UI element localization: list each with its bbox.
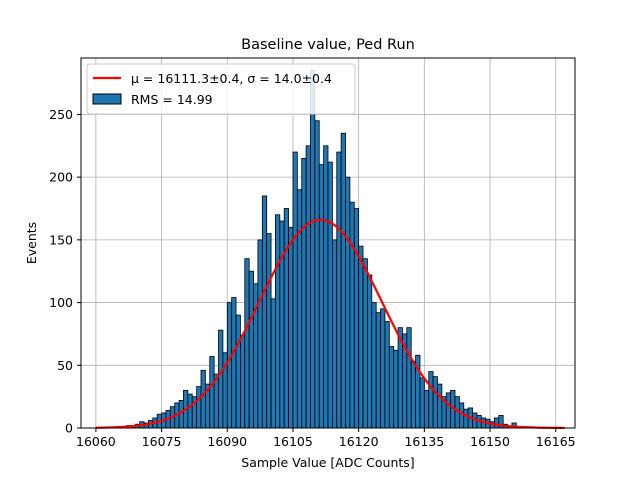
histogram-bar (209, 356, 215, 429)
histogram-bar (240, 334, 246, 429)
legend-histogram-label: RMS = 14.99 (131, 92, 213, 107)
histogram-bar (406, 327, 412, 429)
histogram-bar (349, 201, 355, 429)
histogram-bar (305, 145, 311, 429)
plot-frame (80, 57, 576, 429)
histogram-bar (200, 369, 206, 429)
histogram-bar (419, 377, 425, 429)
histogram-bar (388, 346, 395, 429)
histogram-bar (218, 329, 224, 429)
x-tick-label: 16120 (339, 434, 379, 449)
histogram-bar (318, 164, 325, 429)
y-tick-label: 250 (49, 107, 73, 122)
y-tick-label: 0 (65, 421, 73, 436)
histogram-bar (345, 176, 351, 429)
histogram-bar (314, 120, 320, 429)
y-tick-label: 50 (57, 358, 73, 373)
histogram-bar (270, 298, 276, 429)
histogram-bar (231, 297, 237, 429)
histogram-bar (261, 195, 268, 429)
histogram-bar (327, 161, 333, 429)
y-tick-label: 100 (49, 295, 73, 310)
histogram-bar (226, 302, 233, 429)
histogram-bar (393, 349, 399, 429)
x-tick-label: 16075 (142, 434, 182, 449)
histogram-bar (380, 308, 386, 429)
x-tick-label: 16150 (470, 434, 510, 449)
legend-fit-label: μ = 16111.3±0.4, σ = 14.0±0.4 (131, 71, 332, 86)
histogram-bar (437, 383, 443, 429)
y-tick-label: 200 (49, 170, 73, 185)
gaussian-fit-line (95, 218, 565, 430)
histogram-bar (244, 258, 250, 429)
histogram-bar (410, 361, 416, 429)
x-tick-label: 16090 (207, 434, 247, 449)
histogram-bar (371, 302, 377, 429)
histogram-bar (367, 274, 373, 429)
histogram-bar (288, 226, 294, 429)
histogram-bar (432, 376, 438, 429)
histogram-bar (196, 386, 202, 429)
histogram-bar (248, 270, 254, 429)
histogram-bar (266, 233, 272, 429)
legend-box (86, 63, 356, 115)
histogram-bar (358, 245, 364, 429)
histogram-bar (296, 189, 303, 429)
histogram-bar (310, 70, 316, 429)
histogram-bar (423, 389, 430, 429)
histogram-bar (384, 320, 390, 429)
histogram-bar (362, 258, 368, 429)
x-axis-ticks: 16060 16075 16090 16105 16120 16135 16150 16165 (76, 428, 576, 449)
histogram-bar (275, 214, 281, 429)
histogram-bar (340, 132, 346, 429)
histogram-bar (292, 151, 298, 429)
legend-histogram-swatch (92, 93, 122, 105)
chart-title: Baseline value, Ped Run (241, 37, 415, 53)
histogram-bar (331, 239, 338, 429)
histogram-bar (428, 371, 434, 429)
histogram-bar (323, 145, 329, 429)
y-tick-label: 150 (49, 232, 73, 247)
x-tick-label: 16060 (76, 434, 116, 449)
histogram-bar (301, 157, 307, 429)
histogram-bar (279, 220, 285, 429)
histogram-bar (283, 208, 289, 429)
x-tick-label: 16105 (273, 434, 313, 449)
y-axis-label: Events (24, 222, 39, 264)
histogram-bar (458, 402, 465, 429)
histogram-bar (187, 393, 193, 429)
x-tick-label: 16165 (536, 434, 576, 449)
legend: μ = 16111.3±0.4, σ = 14.0±0.4 RMS = 14.9… (86, 63, 356, 115)
histogram-bar (494, 417, 500, 429)
histogram-bar (463, 408, 469, 429)
x-tick-label: 16135 (404, 434, 444, 449)
y-axis-ticks: 0 50 100 150 200 250 (49, 107, 81, 436)
histogram-bar (353, 208, 360, 429)
histogram-bar (257, 239, 263, 429)
histogram-bar (235, 314, 241, 429)
x-axis-label: Sample Value [ADC Counts] (241, 455, 414, 470)
histogram-bar (375, 312, 381, 429)
histogram-bar (445, 392, 452, 429)
histogram-bar (336, 151, 342, 429)
